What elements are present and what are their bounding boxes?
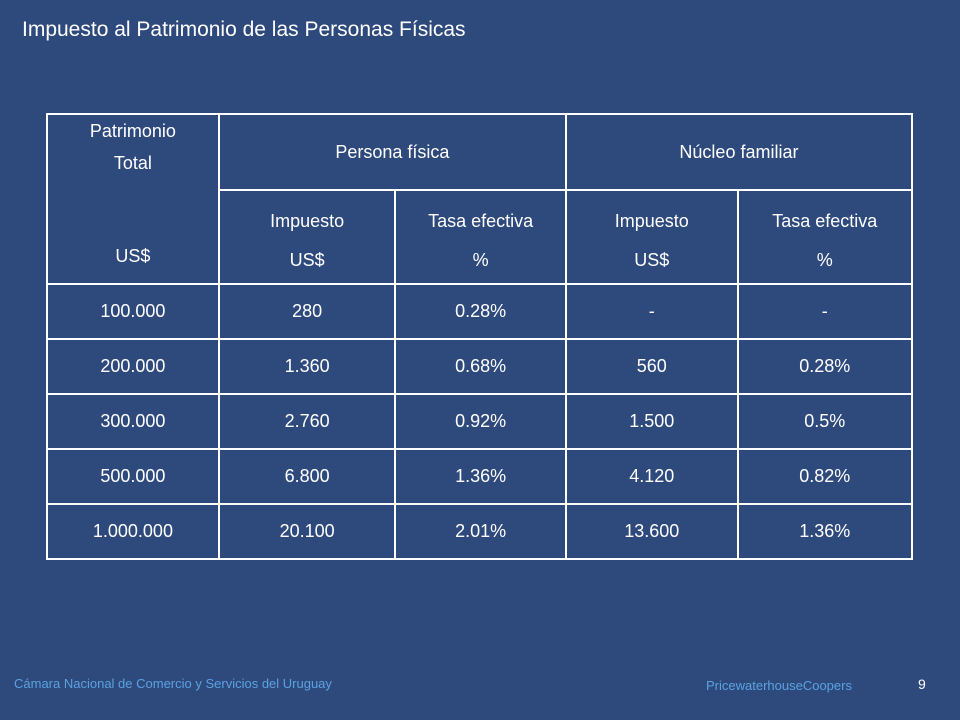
cell-tasa-persona: 2.01% — [394, 503, 567, 560]
cell-impuesto-persona: 2.760 — [217, 393, 397, 450]
cell-impuesto-nucleo: 560 — [564, 338, 739, 395]
table-row: 1.000.000 20.100 2.01% 13.600 1.36% — [46, 503, 914, 560]
cell-tasa-nucleo: 1.36% — [736, 503, 914, 560]
subheader-tasa-nucleo: Tasa efectiva % — [736, 189, 914, 285]
cell-impuesto-nucleo: - — [564, 283, 739, 340]
cell-impuesto-nucleo: 13.600 — [564, 503, 739, 560]
patrimonio-tax-table: Patrimonio Total US$ Persona física Núcl… — [46, 113, 914, 560]
cell-patrimonio: 500.000 — [46, 448, 220, 505]
subheader-impuesto-nucleo: Impuesto US$ — [564, 189, 739, 285]
cell-impuesto-persona: 6.800 — [217, 448, 397, 505]
cell-impuesto-persona: 1.360 — [217, 338, 397, 395]
patrimonio-header-cell: Patrimonio Total US$ — [46, 113, 220, 285]
cell-patrimonio: 300.000 — [46, 393, 220, 450]
cell-impuesto-nucleo: 4.120 — [564, 448, 739, 505]
cell-impuesto-nucleo: 1.500 — [564, 393, 739, 450]
cell-tasa-nucleo: - — [736, 283, 914, 340]
cell-tasa-nucleo: 0.82% — [736, 448, 914, 505]
table-row: 100.000 280 0.28% - - — [46, 283, 914, 340]
slide-title: Impuesto al Patrimonio de las Personas F… — [22, 18, 466, 41]
cell-patrimonio: 1.000.000 — [46, 503, 220, 560]
table-row: 300.000 2.760 0.92% 1.500 0.5% — [46, 393, 914, 450]
patrimonio-header-unit: US$ — [115, 246, 151, 266]
table-subheader-row: Impuesto US$ Tasa efectiva % Impuesto US… — [47, 189, 914, 285]
subheader-unit: % — [816, 250, 833, 270]
cell-patrimonio: 100.000 — [46, 283, 220, 340]
cell-patrimonio: 200.000 — [46, 338, 220, 395]
subheader-label: Impuesto — [614, 211, 689, 231]
subheader-impuesto-persona: Impuesto US$ — [217, 189, 397, 285]
cell-impuesto-persona: 280 — [217, 283, 397, 340]
page-number: 9 — [918, 676, 926, 692]
cell-tasa-persona: 1.36% — [394, 448, 567, 505]
subheader-label: Impuesto — [270, 211, 345, 231]
cell-tasa-nucleo: 0.5% — [736, 393, 914, 450]
table-header-row: Patrimonio Total US$ Persona física Núcl… — [46, 113, 914, 285]
patrimonio-header-label-total: Total — [113, 153, 152, 173]
subheader-unit: US$ — [289, 250, 325, 270]
cell-tasa-nucleo: 0.28% — [736, 338, 914, 395]
subheader-tasa-persona: Tasa efectiva % — [394, 189, 567, 285]
subheader-label: Tasa efectiva — [428, 211, 534, 231]
footer-company: PricewaterhouseCoopers — [706, 678, 852, 693]
footer-organization: Cámara Nacional de Comercio y Servicios … — [14, 676, 332, 691]
table-row: 500.000 6.800 1.36% 4.120 0.82% — [46, 448, 914, 505]
subheader-unit: US$ — [634, 250, 670, 270]
cell-tasa-persona: 0.28% — [394, 283, 567, 340]
cell-impuesto-persona: 20.100 — [217, 503, 397, 560]
cell-tasa-persona: 0.92% — [394, 393, 567, 450]
subheader-unit: % — [472, 250, 489, 270]
nucleo-familiar-header: Núcleo familiar — [564, 113, 914, 191]
patrimonio-header-label: Patrimonio — [89, 121, 176, 141]
table-row: 200.000 1.360 0.68% 560 0.28% — [46, 338, 914, 395]
cell-tasa-persona: 0.68% — [394, 338, 567, 395]
subheader-label: Tasa efectiva — [772, 211, 878, 231]
persona-fisica-header: Persona física — [217, 113, 567, 191]
